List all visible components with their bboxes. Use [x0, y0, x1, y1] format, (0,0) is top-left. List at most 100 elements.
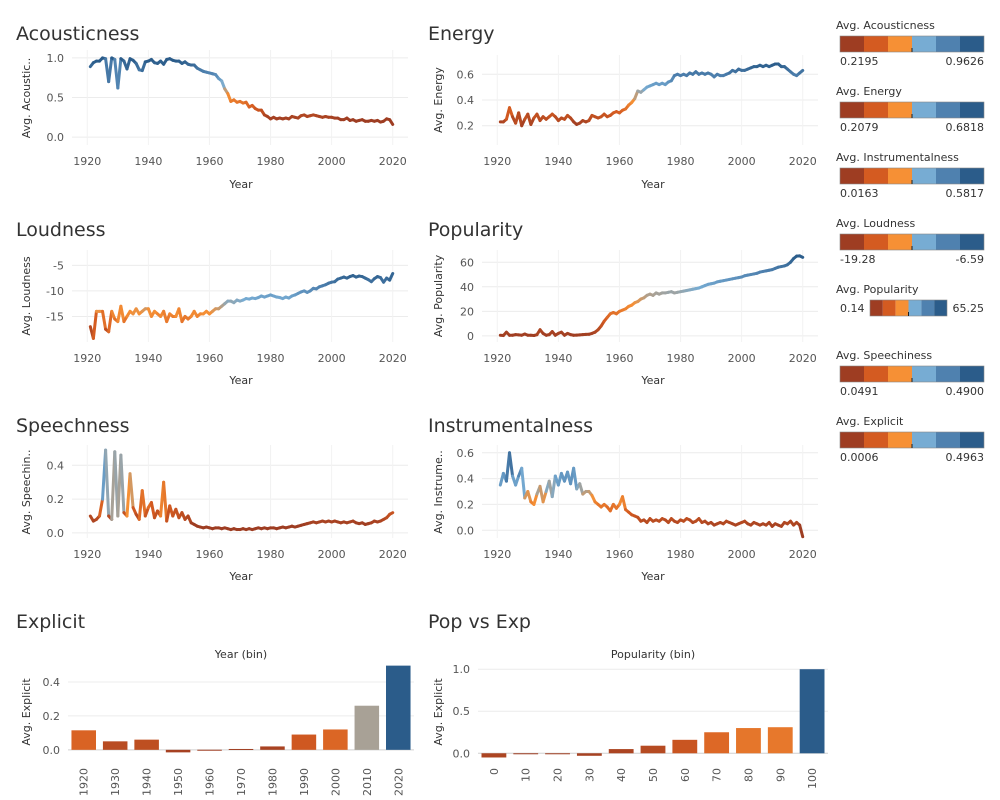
- acousticness-xtick: 1940: [134, 155, 162, 168]
- loudness-series-line: [88, 272, 395, 340]
- loudness-ytick: -15: [46, 310, 64, 323]
- energy-xtick: 1940: [544, 155, 572, 168]
- acousticness-xtick: 1920: [73, 155, 101, 168]
- explicit-bar[interactable]: [228, 748, 254, 750]
- instrumentalness-line-segment: [532, 492, 539, 506]
- popvsexp-bar[interactable]: [767, 727, 793, 754]
- loudness-xlabel: Year: [228, 374, 253, 387]
- legend-swatch: [840, 432, 864, 448]
- popularity-ytick: 40: [460, 281, 474, 294]
- loudness-xtick: 2000: [318, 352, 346, 365]
- explicit-bar[interactable]: [165, 749, 191, 753]
- speechiness-line-segment: [128, 472, 135, 510]
- energy-title: Energy: [428, 23, 495, 45]
- popularity-xtick: 1960: [605, 352, 633, 365]
- speechiness-xtick: 2000: [318, 548, 346, 561]
- instrumentalness-xtick: 1920: [483, 548, 511, 561]
- popvsexp-category-label: 80: [742, 768, 755, 782]
- speechiness-line-segment: [149, 500, 156, 520]
- popularity-ytick: 60: [460, 256, 474, 269]
- instrumentalness-line-segment: [514, 474, 521, 487]
- popularity-xtick: 2020: [789, 352, 817, 365]
- legend-swatch: [840, 366, 864, 382]
- speechiness-line-segment: [119, 453, 126, 515]
- loudness-line-segment: [177, 307, 184, 324]
- legend-swatch: [936, 168, 960, 184]
- energy-xtick: 1960: [605, 155, 633, 168]
- popvsexp-bar[interactable]: [672, 739, 698, 754]
- popvsexp-bar[interactable]: [608, 749, 634, 754]
- explicit-category-label: 1920: [78, 768, 91, 796]
- popvsexp-category-label: 90: [774, 768, 787, 782]
- instrumentalness-ytick: 0.4: [457, 473, 475, 486]
- legend-2: Avg. Instrumentalness 0.0163 0.5817: [836, 151, 985, 200]
- legend-swatch: [934, 300, 947, 316]
- instrumentalness-xtick: 1960: [605, 548, 633, 561]
- speechiness-xtick: 1980: [257, 548, 285, 561]
- legend-swatch: [882, 300, 896, 316]
- legend-title: Avg. Popularity: [836, 283, 919, 296]
- explicit-bar[interactable]: [134, 739, 159, 750]
- instrumentalness-title: Instrumentalness: [428, 415, 593, 437]
- explicit-bar[interactable]: [197, 749, 222, 751]
- popularity-xtick: 1940: [544, 352, 572, 365]
- popvsexp-title: Pop vs Exp: [428, 611, 531, 633]
- instrumentalness-line-segment: [621, 495, 628, 512]
- energy-ytick: 0.6: [457, 68, 475, 81]
- instrumentalness-line-segment: [520, 466, 527, 500]
- instrumentalness-line-segment: [541, 490, 548, 504]
- instrumentalness-series-line: [498, 451, 805, 539]
- speechiness-line-segment: [388, 511, 395, 516]
- explicit-bar[interactable]: [386, 665, 411, 750]
- popvsexp-bar[interactable]: [513, 753, 539, 755]
- legend-min: 0.0163: [840, 187, 879, 200]
- legend-swatch: [864, 234, 888, 250]
- popvsexp-ylabel: Avg. Explicit: [432, 678, 445, 746]
- popvsexp-ytick: 0.0: [453, 747, 471, 760]
- legend-title: Avg. Loudness: [836, 217, 915, 230]
- legend-min: 0.14: [840, 302, 865, 315]
- loudness-ytick: -10: [46, 285, 64, 298]
- popularity-ytick: 0: [467, 330, 474, 343]
- explicit-bar[interactable]: [323, 729, 348, 750]
- energy-xlabel: Year: [640, 178, 665, 191]
- acousticness-line-segment: [125, 57, 132, 71]
- speechiness-ytick: 0.2: [47, 493, 65, 506]
- legend-swatch: [840, 168, 864, 184]
- explicit-chart: Explicit Avg. Explicit 0.0 0.2 0.4 Year (bin)…: [16, 611, 414, 796]
- explicit-bar[interactable]: [291, 734, 317, 750]
- popularity-line-segment: [798, 254, 805, 259]
- explicit-bar[interactable]: [102, 741, 128, 750]
- explicit-bar[interactable]: [71, 730, 96, 750]
- legend-swatch: [888, 36, 912, 52]
- popvsexp-bar[interactable]: [576, 753, 602, 756]
- legend-title: Avg. Acousticness: [836, 19, 935, 32]
- loudness-title: Loudness: [16, 219, 106, 241]
- explicit-bar[interactable]: [354, 705, 380, 750]
- popvsexp-bar[interactable]: [799, 669, 825, 754]
- popvsexp-bar[interactable]: [736, 728, 761, 754]
- legend-max: 0.4963: [946, 451, 985, 464]
- loudness-line-segment: [388, 272, 395, 282]
- energy-xtick: 2000: [728, 155, 756, 168]
- popvsexp-bar[interactable]: [704, 732, 730, 754]
- legend-swatch: [864, 432, 888, 448]
- legend-min: 0.2079: [840, 121, 879, 134]
- popvsexp-bar[interactable]: [640, 745, 666, 754]
- legend-swatch: [864, 36, 888, 52]
- legend-swatch: [912, 102, 936, 118]
- acousticness-ytick: 0.0: [47, 131, 65, 144]
- popvsexp-bar[interactable]: [545, 753, 570, 755]
- instrumentalness-xtick: 2000: [728, 548, 756, 561]
- legend-swatch: [936, 102, 960, 118]
- explicit-bar[interactable]: [260, 746, 285, 750]
- popvsexp-bar[interactable]: [481, 753, 507, 758]
- explicit-category-label: 1970: [235, 768, 248, 796]
- legend-swatch: [960, 168, 984, 184]
- acousticness-series-line: [88, 56, 395, 126]
- explicit-category-label: 1990: [298, 768, 311, 796]
- loudness-xtick: 1920: [73, 352, 101, 365]
- instrumentalness-line-segment: [798, 523, 805, 539]
- legend-title: Avg. Explicit: [836, 415, 904, 428]
